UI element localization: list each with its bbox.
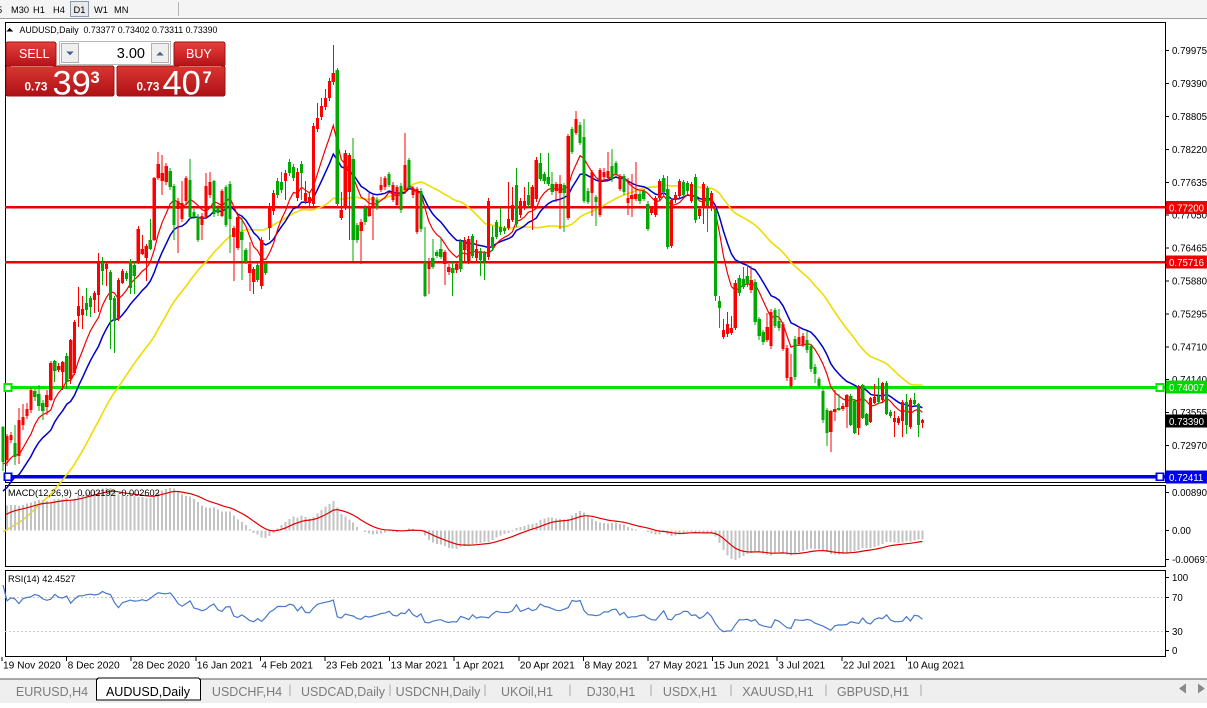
svg-text:0.79975: 0.79975 — [1172, 46, 1207, 57]
svg-text:3.00: 3.00 — [117, 46, 145, 62]
svg-text:8 Dec 2020: 8 Dec 2020 — [68, 660, 120, 671]
svg-text:3 Jul 2021: 3 Jul 2021 — [778, 660, 825, 671]
svg-text:AUDUSD,Daily: AUDUSD,Daily — [106, 685, 191, 699]
svg-text:0.78220: 0.78220 — [1172, 145, 1207, 156]
svg-text:0.008903: 0.008903 — [1172, 488, 1207, 499]
svg-text:0.77200: 0.77200 — [1169, 203, 1205, 214]
svg-text:UKOil,H1: UKOil,H1 — [501, 685, 553, 699]
svg-text:3: 3 — [91, 69, 100, 87]
svg-text:XAUUSD,H1: XAUUSD,H1 — [742, 685, 814, 699]
svg-text:EURUSD,H4: EURUSD,H4 — [16, 685, 88, 699]
svg-text:BUY: BUY — [186, 47, 212, 61]
svg-text:RSI(14) 42.4527: RSI(14) 42.4527 — [8, 574, 75, 584]
svg-text:H4: H4 — [53, 5, 65, 15]
svg-text:23 Feb 2021: 23 Feb 2021 — [326, 660, 384, 671]
svg-text:13 Mar 2021: 13 Mar 2021 — [391, 660, 449, 671]
svg-text:H1: H1 — [33, 5, 45, 15]
svg-text:20 Apr 2021: 20 Apr 2021 — [520, 660, 575, 671]
svg-text:USDCHF,H4: USDCHF,H4 — [212, 685, 282, 699]
svg-text:22 Jul 2021: 22 Jul 2021 — [843, 660, 896, 671]
svg-text:0.75716: 0.75716 — [1169, 258, 1204, 269]
svg-text:0.72411: 0.72411 — [1169, 473, 1203, 484]
svg-text:4 Feb 2021: 4 Feb 2021 — [261, 660, 313, 671]
svg-text:10 Aug 2021: 10 Aug 2021 — [907, 660, 965, 671]
svg-text:0.73: 0.73 — [25, 80, 48, 94]
svg-text:0.73555: 0.73555 — [1172, 408, 1207, 419]
svg-text:USDCNH,Daily: USDCNH,Daily — [396, 685, 481, 699]
svg-text:SELL: SELL — [19, 47, 50, 61]
svg-text:0.77635: 0.77635 — [1172, 178, 1207, 189]
svg-text:19 Nov 2020: 19 Nov 2020 — [3, 660, 61, 671]
svg-text:MN: MN — [114, 5, 128, 15]
svg-text:70: 70 — [1172, 593, 1183, 604]
svg-text:27 May 2021: 27 May 2021 — [649, 660, 708, 671]
svg-text:-0.006972: -0.006972 — [1172, 555, 1207, 566]
svg-text:0.74007: 0.74007 — [1169, 383, 1204, 394]
svg-text:DJ30,H1: DJ30,H1 — [587, 685, 636, 699]
svg-text:0.76465: 0.76465 — [1172, 244, 1207, 255]
svg-text:0: 0 — [1172, 646, 1178, 657]
svg-text:0.00: 0.00 — [1172, 526, 1191, 537]
svg-text:M30: M30 — [11, 5, 29, 15]
svg-text:28 Dec 2020: 28 Dec 2020 — [132, 660, 190, 671]
svg-text:15 Jun 2021: 15 Jun 2021 — [714, 660, 770, 671]
svg-text:5: 5 — [0, 5, 2, 15]
svg-text:MACD(12,26,9) -0.002192 -0.002: MACD(12,26,9) -0.002192 -0.002602 — [8, 488, 160, 498]
svg-text:0.72970: 0.72970 — [1172, 441, 1207, 452]
svg-text:1 Apr 2021: 1 Apr 2021 — [455, 660, 505, 671]
svg-text:40: 40 — [163, 65, 201, 103]
svg-text:7: 7 — [203, 69, 212, 87]
svg-text:0.75880: 0.75880 — [1172, 277, 1207, 288]
svg-text:W1: W1 — [94, 5, 108, 15]
svg-text:16 Jan 2021: 16 Jan 2021 — [197, 660, 253, 671]
svg-text:0.78805: 0.78805 — [1172, 112, 1207, 123]
svg-text:30: 30 — [1172, 627, 1183, 638]
svg-text:0.79390: 0.79390 — [1172, 79, 1207, 90]
svg-text:AUDUSD,Daily 0.73377 0.73402: AUDUSD,Daily 0.73377 0.73402 0.73311 0.7… — [20, 25, 218, 35]
svg-text:0.75295: 0.75295 — [1172, 309, 1207, 320]
svg-text:39: 39 — [53, 65, 91, 103]
svg-text:D1: D1 — [74, 5, 86, 15]
svg-text:100: 100 — [1172, 573, 1189, 584]
svg-text:0.73: 0.73 — [137, 80, 160, 94]
svg-text:USDCAD,Daily: USDCAD,Daily — [301, 685, 386, 699]
svg-text:0.74710: 0.74710 — [1172, 342, 1207, 353]
svg-text:0.73390: 0.73390 — [1169, 417, 1205, 428]
svg-text:USDX,H1: USDX,H1 — [663, 685, 717, 699]
svg-text:0.77050: 0.77050 — [1172, 211, 1207, 222]
svg-text:GBPUSD,H1: GBPUSD,H1 — [837, 685, 909, 699]
svg-text:8 May 2021: 8 May 2021 — [584, 660, 638, 671]
